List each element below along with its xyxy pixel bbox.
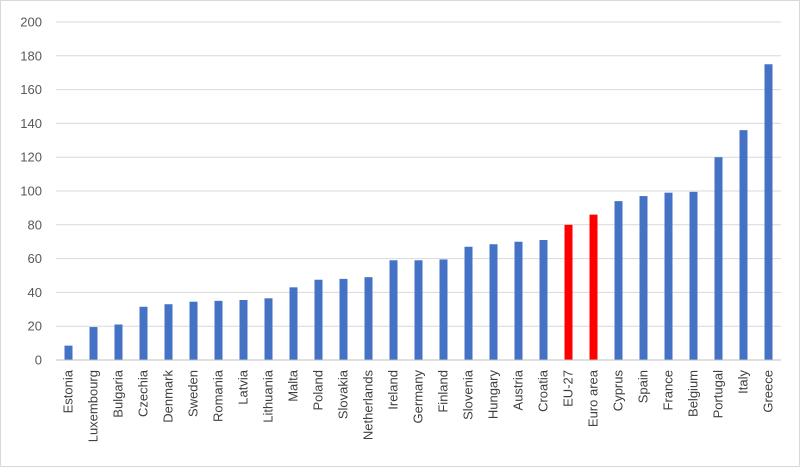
bar-ireland bbox=[389, 260, 398, 360]
x-category-label: Euro area bbox=[586, 369, 601, 427]
bar-slovenia bbox=[464, 246, 473, 360]
x-category-label: Slovakia bbox=[336, 369, 351, 419]
bar-malta bbox=[289, 287, 298, 360]
bar-hungary bbox=[489, 244, 498, 360]
x-axis-category-labels: Estonia Luxembourg Bulgaria Czechia Denmark S… bbox=[61, 369, 776, 442]
x-category-label: Luxembourg bbox=[86, 370, 101, 442]
bar-estonia bbox=[64, 345, 73, 360]
x-category-label: Portugal bbox=[711, 370, 726, 419]
x-category-label: EU-27 bbox=[561, 370, 576, 407]
bar-finland bbox=[439, 259, 448, 360]
x-category-label: Cyprus bbox=[611, 370, 626, 412]
bar-sweden bbox=[189, 301, 198, 360]
bar-austria bbox=[514, 241, 523, 360]
bar-italy bbox=[739, 130, 748, 360]
y-tick-label: 120 bbox=[20, 150, 42, 165]
x-category-label: Latvia bbox=[236, 369, 251, 404]
x-category-label: Bulgaria bbox=[111, 369, 126, 417]
x-category-label: Finland bbox=[436, 370, 451, 413]
y-tick-label: 40 bbox=[28, 285, 42, 300]
bar-bulgaria bbox=[114, 324, 123, 360]
x-category-label: Poland bbox=[311, 370, 326, 410]
bar-germany bbox=[414, 260, 423, 360]
bar-belgium bbox=[689, 191, 698, 360]
x-category-label: Estonia bbox=[61, 369, 76, 413]
y-tick-label: 20 bbox=[28, 319, 42, 334]
x-category-label: Denmark bbox=[161, 370, 176, 423]
bar-euro-area bbox=[589, 214, 598, 360]
x-category-label: Netherlands bbox=[361, 370, 376, 441]
bar-lithuania bbox=[264, 298, 273, 360]
bar-cyprus bbox=[614, 201, 623, 360]
x-category-label: Slovenia bbox=[461, 369, 476, 420]
bar-slovakia bbox=[339, 278, 348, 360]
bar-croatia bbox=[539, 240, 548, 360]
y-tick-label: 80 bbox=[28, 217, 42, 232]
y-tick-label: 100 bbox=[20, 184, 42, 199]
y-tick-label: 140 bbox=[20, 116, 42, 131]
x-category-label: Germany bbox=[411, 370, 426, 424]
y-tick-label: 160 bbox=[20, 82, 42, 97]
x-category-label: Spain bbox=[636, 370, 651, 403]
y-axis-tick-labels: 0 20 40 60 80 100 120 140 160 180 200 bbox=[20, 15, 42, 368]
bar-spain bbox=[639, 196, 648, 360]
x-category-label: Lithuania bbox=[261, 369, 276, 423]
bar-greece bbox=[764, 64, 773, 360]
x-category-label: Italy bbox=[736, 370, 751, 394]
bar-denmark bbox=[164, 304, 173, 360]
y-tick-label: 60 bbox=[28, 251, 42, 266]
bar-portugal bbox=[714, 157, 723, 360]
bar-france bbox=[664, 192, 673, 360]
bar-poland bbox=[314, 279, 323, 360]
bar-czechia bbox=[139, 306, 148, 360]
bar-eu-27 bbox=[564, 224, 573, 360]
gridlines bbox=[56, 21, 781, 327]
x-category-label: Czechia bbox=[136, 369, 151, 417]
x-category-label: Sweden bbox=[186, 370, 201, 417]
x-category-label: Croatia bbox=[536, 369, 551, 412]
y-tick-label: 200 bbox=[20, 15, 42, 30]
x-category-label: Ireland bbox=[386, 370, 401, 410]
bar-romania bbox=[214, 300, 223, 360]
bar-luxembourg bbox=[89, 327, 98, 360]
x-category-label: Hungary bbox=[486, 370, 501, 420]
bars bbox=[64, 64, 773, 360]
x-category-label: Malta bbox=[286, 369, 301, 402]
y-tick-label: 180 bbox=[20, 48, 42, 63]
bar-netherlands bbox=[364, 277, 373, 360]
x-category-label: Romania bbox=[211, 369, 226, 422]
x-category-label: Austria bbox=[511, 369, 526, 410]
x-category-label: Belgium bbox=[686, 370, 701, 417]
x-category-label: France bbox=[661, 370, 676, 410]
y-tick-label: 0 bbox=[35, 353, 42, 368]
bar-latvia bbox=[239, 300, 248, 360]
x-category-label: Greece bbox=[761, 370, 776, 413]
